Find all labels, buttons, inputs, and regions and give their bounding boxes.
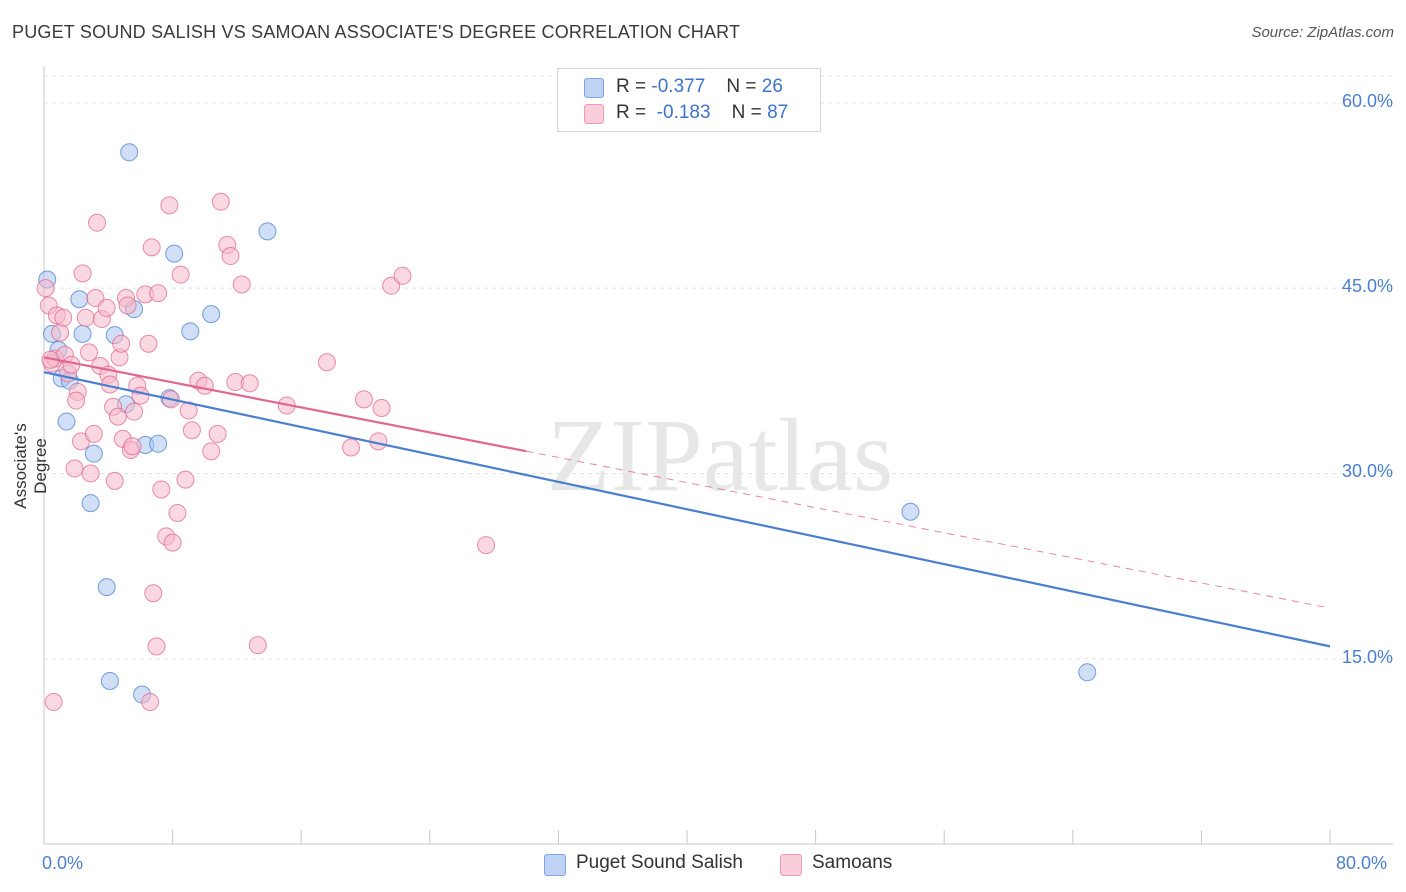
samoan-point [147,637,166,656]
samoan-point [84,424,103,443]
samoan-point [354,390,373,409]
salish-point [165,244,184,263]
samoan-point [141,692,160,711]
y-tick-label: 30.0% [1341,461,1393,482]
salish-point [70,290,89,309]
salish-point [57,412,76,431]
samoan-point [125,402,144,421]
samoan-point [208,424,227,443]
n-value: 87 [767,102,789,123]
samoan-point [342,438,361,457]
n-label: N = [726,76,757,97]
samoan-point [240,374,259,393]
samoan-point [142,238,161,257]
stats-swatch-samoans [584,104,604,124]
samoan-point [221,247,240,266]
r-label: R = [616,102,647,123]
salish-point [258,222,277,241]
samoan-point [139,334,158,353]
stats-text-samoans: R = -0.183 N = 87 [616,102,788,124]
samoan-trend-line [43,356,527,453]
salish-trend-line [43,371,1331,648]
salish-point [73,324,92,343]
y-axis-title: Associate's Degree [11,423,50,509]
samoan-point [97,298,116,317]
samoan-point [112,334,131,353]
samoan-point [168,503,187,522]
samoan-point [195,376,214,395]
samoan-point [54,308,73,327]
samoan-point [232,275,251,294]
salish-point [120,143,139,162]
salish-point [181,322,200,341]
samoan-trend-extension [526,450,1331,609]
trend-lines [43,356,1331,648]
samoan-point [44,692,63,711]
samoan-point [36,279,55,298]
samoan-point [152,480,171,499]
samoan-point [202,442,221,461]
salish-point [100,671,119,690]
samoan-point [144,584,163,603]
axes [43,66,1393,845]
legend-label-salish: Puget Sound Salish [576,852,743,873]
salish-point [202,305,221,324]
samoan-point [372,398,391,417]
samoan-point [51,323,70,342]
samoan-point [131,386,150,405]
y-tick-label: 60.0% [1341,90,1393,111]
salish-point [901,502,920,521]
r-label: R = [616,76,647,97]
samoan-point [163,533,182,552]
legend-swatch-samoans [780,854,802,876]
samoan-point [477,536,496,555]
salish-point [84,444,103,463]
samoan-point [182,421,201,440]
samoan-point [123,437,142,456]
samoan-point [65,459,84,478]
samoan-point [317,353,336,372]
samoan-point [393,266,412,285]
samoan-point [176,470,195,489]
samoan-point [81,464,100,483]
salish-point [149,434,168,453]
source-credit: Source: ZipAtlas.com [1251,24,1394,41]
x-tick-label-min: 0.0% [42,853,84,873]
chart-title: PUGET SOUND SALISH VS SAMOAN ASSOCIATE'S… [12,22,741,42]
watermark: ZIPatlas [547,398,894,513]
x-tick-label-max: 80.0% [1336,853,1388,873]
samoan-point [160,196,179,215]
stats-text-salish: R = -0.377 N = 26 [616,76,783,98]
n-label: N = [731,102,762,123]
samoan-point [67,391,86,410]
n-value: 26 [761,76,783,97]
samoan-point [105,471,124,490]
stats-legend-box: R = -0.377 N = 26 R = -0.183 N = 87 [557,68,821,132]
samoan-point [149,284,168,303]
samoan-point [118,296,137,315]
samoan-point [76,308,95,327]
samoan-point [248,636,267,655]
y-tick-label: 45.0% [1341,276,1393,297]
salish-point [97,578,116,597]
samoan-point [211,192,230,211]
salish-point [81,494,100,513]
stats-swatch-salish [584,78,604,98]
r-value: -0.377 [651,76,706,97]
legend-label-samoans: Samoans [812,852,893,873]
salish-point [1078,663,1097,682]
samoan-point [108,407,127,426]
r-value: -0.183 [656,102,711,123]
samoan-point [88,213,107,232]
samoan-point [73,264,92,283]
samoan-point [80,343,99,362]
grid-lines [44,75,1393,660]
legend-swatch-salish [544,854,566,876]
y-tick-label: 15.0% [1341,646,1393,667]
samoan-point [171,265,190,284]
